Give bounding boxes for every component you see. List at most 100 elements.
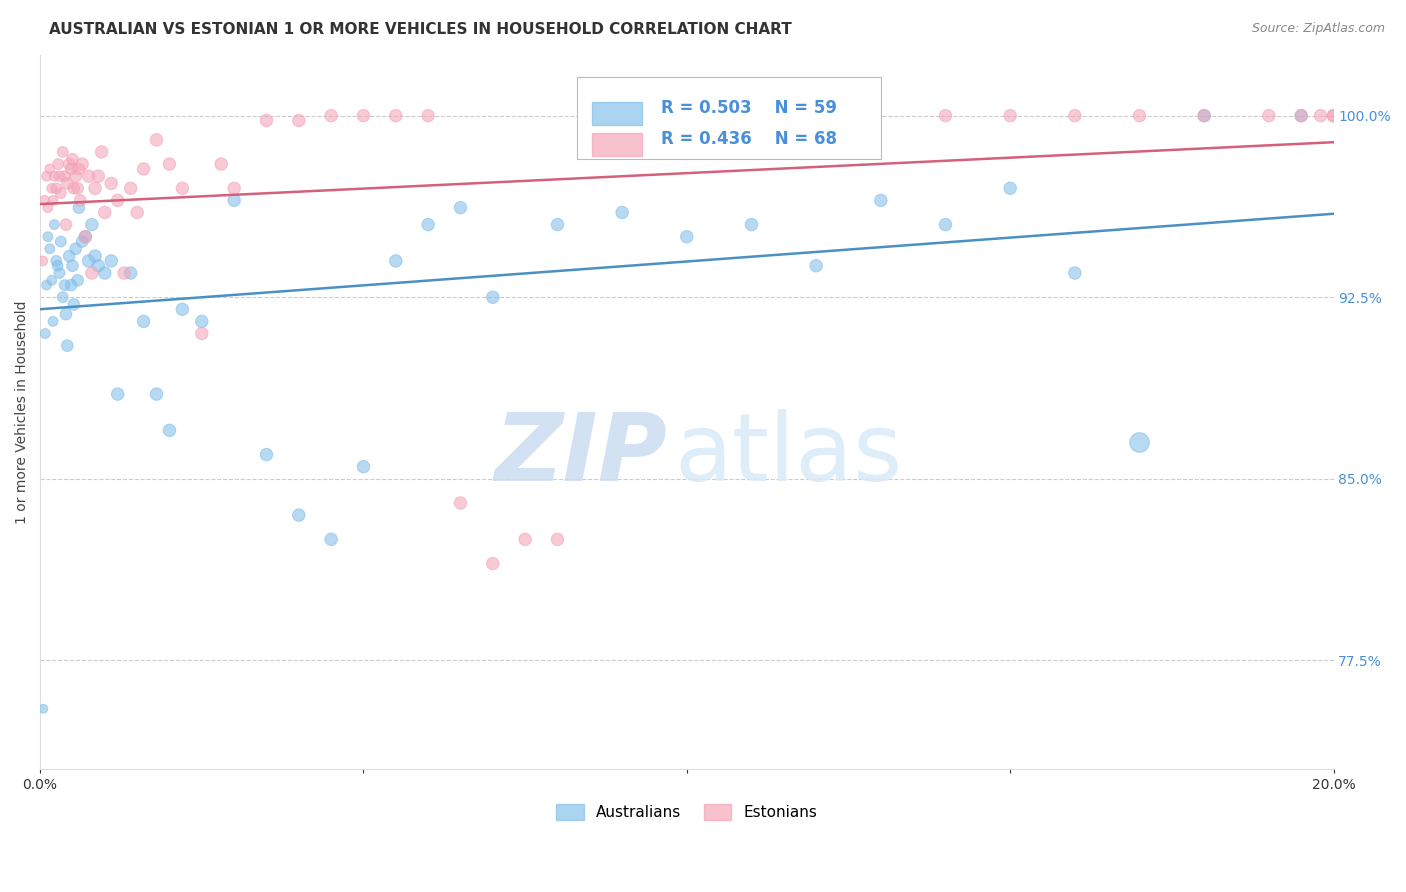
Point bbox=[62, 259, 84, 273]
Point bbox=[610, 205, 633, 219]
Point bbox=[172, 181, 194, 195]
Point bbox=[804, 109, 827, 123]
Point bbox=[998, 181, 1021, 195]
Point bbox=[740, 109, 762, 123]
Point bbox=[288, 113, 311, 128]
Point bbox=[132, 314, 155, 328]
Legend: Australians, Estonians: Australians, Estonians bbox=[550, 797, 824, 826]
Point bbox=[75, 229, 97, 244]
Point bbox=[1128, 435, 1150, 450]
Point bbox=[62, 297, 84, 311]
Point bbox=[77, 169, 100, 184]
Point bbox=[256, 448, 278, 462]
Point bbox=[120, 266, 142, 280]
Point bbox=[191, 326, 214, 341]
Point bbox=[224, 194, 246, 208]
Point bbox=[70, 235, 93, 249]
Point bbox=[52, 290, 75, 304]
Point bbox=[94, 205, 117, 219]
Point bbox=[60, 161, 83, 176]
Point bbox=[513, 533, 536, 547]
Text: atlas: atlas bbox=[673, 409, 903, 501]
Point bbox=[740, 218, 762, 232]
Point bbox=[80, 266, 103, 280]
Text: R = 0.503    N = 59: R = 0.503 N = 59 bbox=[661, 99, 837, 117]
Point bbox=[120, 181, 142, 195]
Point bbox=[53, 169, 76, 184]
Point bbox=[67, 201, 90, 215]
Point bbox=[159, 157, 181, 171]
Point bbox=[60, 278, 83, 293]
Point bbox=[87, 169, 110, 184]
Point bbox=[385, 109, 408, 123]
Point bbox=[48, 266, 70, 280]
Point bbox=[1322, 109, 1344, 123]
Point bbox=[481, 557, 503, 571]
Point bbox=[481, 290, 503, 304]
Point bbox=[65, 242, 87, 256]
Point bbox=[321, 109, 343, 123]
Text: AUSTRALIAN VS ESTONIAN 1 OR MORE VEHICLES IN HOUSEHOLD CORRELATION CHART: AUSTRALIAN VS ESTONIAN 1 OR MORE VEHICLE… bbox=[49, 22, 792, 37]
Point bbox=[1192, 109, 1215, 123]
FancyBboxPatch shape bbox=[576, 77, 880, 159]
Point bbox=[52, 145, 75, 159]
Point bbox=[145, 133, 167, 147]
Point bbox=[450, 496, 472, 510]
Point bbox=[41, 181, 63, 195]
Point bbox=[94, 266, 117, 280]
Point bbox=[107, 387, 129, 401]
Point bbox=[70, 157, 93, 171]
Point bbox=[224, 181, 246, 195]
Point bbox=[45, 254, 67, 268]
Point bbox=[107, 194, 129, 208]
Point bbox=[58, 157, 80, 171]
Point bbox=[66, 273, 89, 287]
Point bbox=[100, 177, 122, 191]
Point bbox=[546, 218, 568, 232]
Point bbox=[112, 266, 135, 280]
Point bbox=[288, 508, 311, 522]
FancyBboxPatch shape bbox=[592, 103, 641, 125]
Point bbox=[35, 278, 58, 293]
Point bbox=[804, 259, 827, 273]
Point bbox=[75, 229, 97, 244]
Point bbox=[55, 307, 77, 321]
Point bbox=[62, 153, 84, 167]
Point bbox=[66, 181, 89, 195]
Point bbox=[418, 218, 440, 232]
Point bbox=[209, 157, 232, 171]
Point bbox=[46, 259, 69, 273]
Point bbox=[53, 278, 76, 293]
Point bbox=[56, 177, 79, 191]
Point bbox=[321, 533, 343, 547]
Point bbox=[37, 229, 59, 244]
Point bbox=[55, 218, 77, 232]
Point bbox=[34, 326, 56, 341]
Point bbox=[450, 201, 472, 215]
Point bbox=[38, 161, 60, 176]
Point bbox=[145, 387, 167, 401]
Point bbox=[37, 201, 59, 215]
Point bbox=[934, 109, 956, 123]
Point bbox=[62, 181, 84, 195]
Point bbox=[1289, 109, 1312, 123]
Point bbox=[58, 249, 80, 263]
FancyBboxPatch shape bbox=[592, 133, 641, 156]
Point bbox=[1128, 109, 1150, 123]
Point bbox=[35, 169, 58, 184]
Point bbox=[31, 254, 53, 268]
Point bbox=[132, 161, 155, 176]
Point bbox=[46, 157, 69, 171]
Point bbox=[34, 194, 56, 208]
Point bbox=[1322, 109, 1344, 123]
Point bbox=[172, 302, 194, 317]
Point bbox=[159, 423, 181, 437]
Point bbox=[65, 169, 87, 184]
Point bbox=[675, 109, 697, 123]
Point bbox=[869, 194, 891, 208]
Point bbox=[256, 113, 278, 128]
Point bbox=[675, 229, 697, 244]
Text: Source: ZipAtlas.com: Source: ZipAtlas.com bbox=[1251, 22, 1385, 36]
Point bbox=[1192, 109, 1215, 123]
Point bbox=[84, 181, 107, 195]
